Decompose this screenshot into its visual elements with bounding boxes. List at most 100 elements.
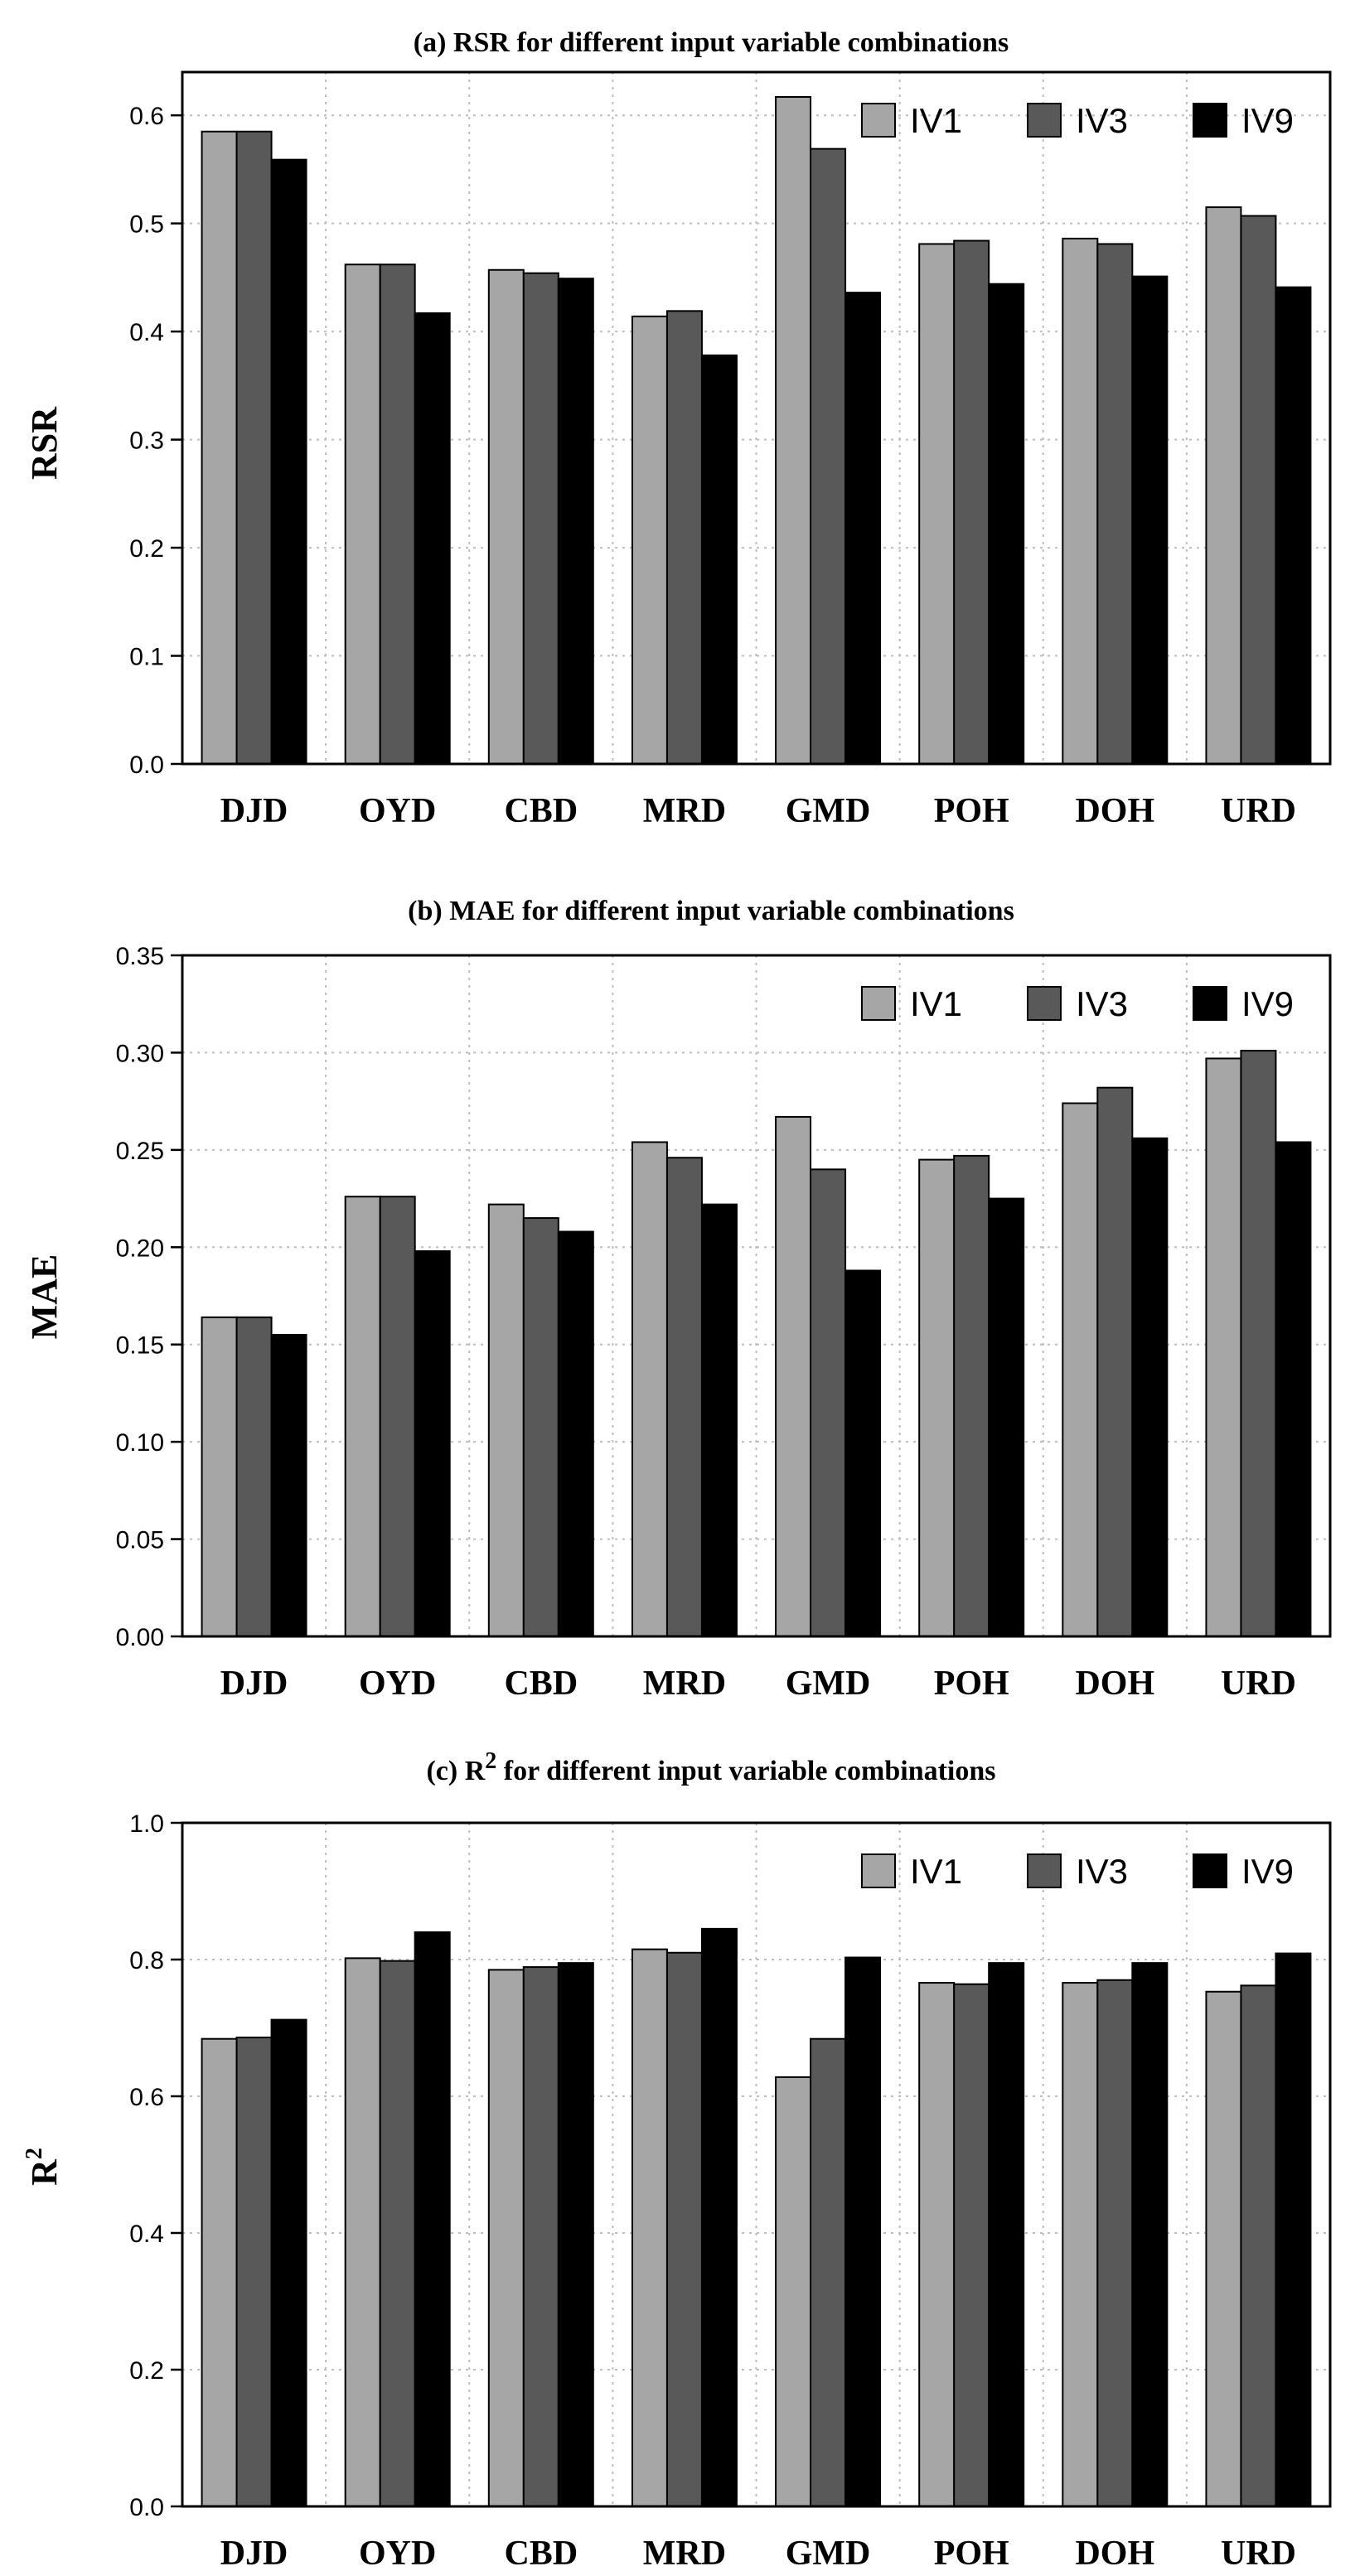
- panel-b-x-tick-label: MRD: [643, 1665, 726, 1703]
- panel-a-bar-iv3-poh: [953, 239, 990, 765]
- panel-c-x-tick-label: URD: [1221, 2535, 1296, 2573]
- panel-a-bar-iv1-urd: [1205, 206, 1242, 765]
- panel-c-y-tick-label: 1.0: [129, 1810, 164, 1838]
- panel-b-x-tick-label: URD: [1221, 1665, 1296, 1703]
- panel-b-y-tick-label: 0.05: [116, 1527, 164, 1554]
- panel-c-y-axis-label-main: R: [24, 2158, 65, 2186]
- panel-c-bar-iv9-djd: [270, 2018, 307, 2508]
- panel-c-bar-iv9-oyd: [414, 1931, 451, 2507]
- panel-b-y-tick-label: 0.30: [116, 1040, 164, 1067]
- panel-a-bar-iv1-doh: [1062, 237, 1099, 765]
- panel-a-bar-iv9-doh: [1131, 275, 1169, 765]
- panel-a-bar-iv1-cbd: [487, 268, 525, 765]
- panel-c-y-tick-label: 0.2: [129, 2357, 164, 2385]
- panel-b-bar-iv3-poh: [953, 1154, 990, 1637]
- panel-a-y-tick-label: 0.0: [129, 752, 164, 779]
- panel-b-bar-iv9-urd: [1275, 1141, 1312, 1638]
- panel-b-bar-iv3-mrd: [665, 1157, 703, 1638]
- panel-b-bar-iv1-gmd: [775, 1115, 812, 1637]
- panel-b-legend-swatch-iv9: [1193, 986, 1227, 1021]
- panel-a-y-tick-label: 0.2: [129, 535, 164, 563]
- panel-b-bar-iv1-mrd: [631, 1141, 668, 1638]
- panel-a-legend-label-iv9: IV9: [1241, 101, 1294, 140]
- panel-a-title: (a) RSR for different input variable com…: [414, 27, 1009, 58]
- panel-c-bar-iv3-mrd: [665, 1951, 703, 2507]
- panel-b-bar-iv1-djd: [201, 1316, 238, 1637]
- panel-b-y-tick-label: 0.15: [116, 1332, 164, 1360]
- panel-b-legend-swatch-iv1: [861, 986, 896, 1021]
- panel-c-bar-iv3-cbd: [522, 1966, 559, 2507]
- panel-c-title-sup: 2: [485, 1748, 496, 1774]
- panel-c-plot-frame: [181, 1821, 1332, 2508]
- panel-a-bar-iv1-gmd: [775, 96, 812, 765]
- panel-a-x-tick-label: CBD: [504, 792, 578, 830]
- panel-c-bar-iv1-djd: [201, 2037, 238, 2507]
- panel-a-bar-iv9-poh: [988, 283, 1025, 765]
- panel-b-legend-swatch-iv3: [1027, 986, 1062, 1021]
- panel-a-bar-iv3-mrd: [665, 310, 703, 765]
- panel-c-bar-iv1-oyd: [344, 1957, 381, 2508]
- panel-a-bar-iv9-cbd: [557, 278, 594, 765]
- panel-c-bar-iv9-cbd: [557, 1962, 594, 2507]
- panel-b-bar-iv1-poh: [918, 1158, 956, 1637]
- panel-a-bar-iv9-gmd: [844, 292, 882, 765]
- panel-b-x-tick-label: GMD: [786, 1665, 871, 1703]
- panel-b-bar-iv3-gmd: [810, 1168, 847, 1638]
- panel-b-bar-iv1-urd: [1205, 1057, 1242, 1637]
- panel-a-rsr: (a) RSR for different input variable com…: [24, 27, 1332, 830]
- panel-b-x-tick-label: POH: [934, 1665, 1009, 1703]
- panel-c-x-tick-label: DJD: [220, 2535, 288, 2573]
- panel-b-bar-iv9-cbd: [557, 1230, 594, 1638]
- panel-a-bar-iv3-urd: [1240, 215, 1277, 765]
- panel-a-bar-iv3-djd: [235, 130, 273, 765]
- panel-c-bar-iv3-urd: [1240, 1984, 1277, 2508]
- panel-b-bar-iv9-poh: [988, 1197, 1025, 1637]
- panel-a-bar-iv9-oyd: [414, 312, 451, 765]
- panel-b-bar-iv3-djd: [235, 1316, 273, 1637]
- panel-c-bar-iv1-poh: [918, 1982, 956, 2508]
- panel-a-y-tick-label: 0.4: [129, 319, 164, 346]
- panel-c-title-main: (c) R: [426, 1756, 485, 1786]
- panel-b-plot-frame: [181, 954, 1332, 1638]
- panel-b-bar-iv1-cbd: [487, 1203, 525, 1638]
- panel-a-y-tick-label: 0.6: [129, 103, 164, 130]
- panel-a-bar-iv1-djd: [201, 130, 238, 765]
- panel-b-y-tick-label: 0.20: [116, 1235, 164, 1262]
- panel-a-plot-frame: [181, 70, 1332, 766]
- panel-c-x-tick-label: CBD: [504, 2535, 578, 2573]
- panel-a-x-tick-label: OYD: [359, 792, 436, 830]
- panel-c-legend-swatch-iv3: [1027, 1853, 1062, 1888]
- panel-b-x-tick-label: CBD: [504, 1665, 578, 1703]
- panel-c-title-rest: for different input variable combination…: [496, 1756, 995, 1786]
- panel-b-legend-label-iv9: IV9: [1241, 984, 1294, 1023]
- panel-a-bar-iv9-djd: [270, 158, 307, 765]
- panel-a-x-tick-label: DJD: [220, 792, 288, 830]
- panel-b-x-tick-label: OYD: [359, 1665, 436, 1703]
- panel-c-y-tick-label: 0.6: [129, 2084, 164, 2111]
- panel-c-legend-swatch-iv1: [861, 1853, 896, 1888]
- panel-b-legend-label-iv3: IV3: [1076, 984, 1128, 1023]
- panel-b-x-tick-label: DOH: [1075, 1665, 1154, 1703]
- panel-c-bar-iv3-djd: [235, 2037, 273, 2508]
- panel-b-bar-iv9-djd: [270, 1333, 307, 1637]
- panel-a-bar-iv9-mrd: [700, 354, 738, 765]
- panel-a-bar-iv3-doh: [1096, 243, 1134, 765]
- panel-b-bar-iv3-urd: [1240, 1050, 1277, 1637]
- panel-c-title: (c) R2 for different input variable comb…: [426, 1748, 995, 1786]
- panel-a-x-tick-label: POH: [934, 792, 1009, 830]
- panel-b-bar-iv3-cbd: [522, 1217, 559, 1637]
- panel-a-bar-iv1-mrd: [631, 315, 668, 765]
- panel-b-y-tick-label: 0.10: [116, 1429, 164, 1457]
- panel-c-bar-iv9-gmd: [844, 1956, 882, 2507]
- panel-c-bar-iv9-mrd: [700, 1927, 738, 2507]
- panel-b-bar-iv1-doh: [1062, 1102, 1099, 1637]
- panel-c-bar-iv9-doh: [1131, 1962, 1169, 2507]
- panel-b-bar-iv9-doh: [1131, 1137, 1169, 1638]
- panel-b-y-tick-label: 0.25: [116, 1138, 164, 1165]
- panel-a-bar-iv3-gmd: [810, 147, 847, 765]
- panel-a-legend-label-iv1: IV1: [910, 101, 962, 140]
- panel-c-x-tick-label: OYD: [359, 2535, 436, 2573]
- panel-c-y-tick-label: 0.8: [129, 1947, 164, 1974]
- panel-a-legend-swatch-iv3: [1027, 103, 1062, 138]
- panel-b-y-tick-label: 0.00: [116, 1624, 164, 1651]
